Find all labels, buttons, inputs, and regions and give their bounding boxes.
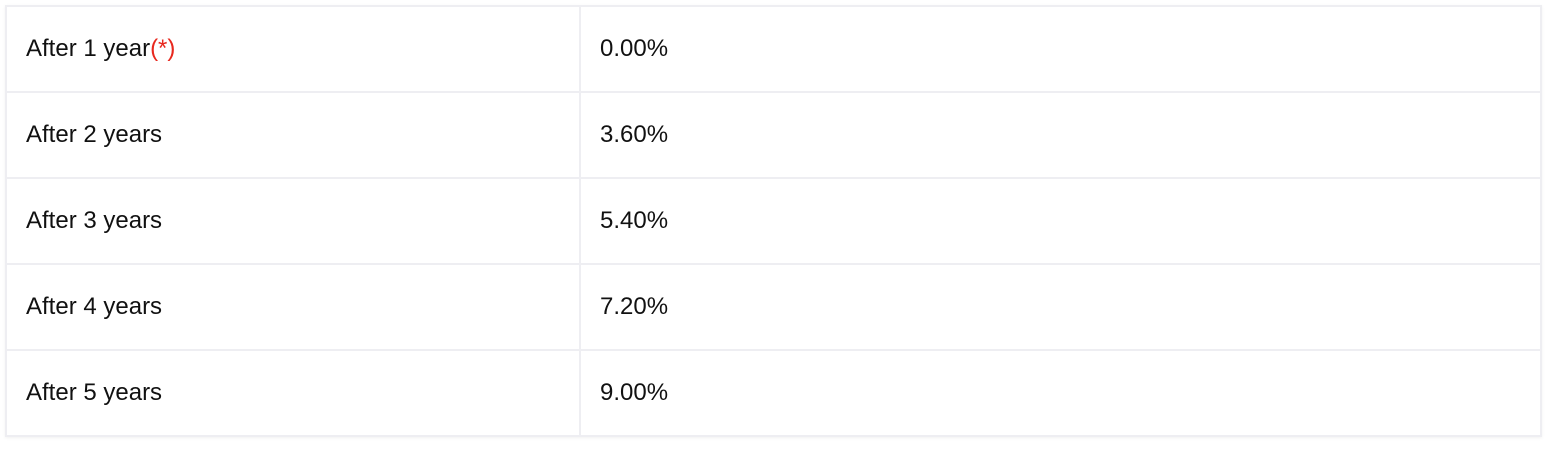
rate-cell: 0.00% — [579, 5, 1542, 93]
table-row: After 4 years 7.20% — [5, 263, 1542, 351]
rate-table: After 1 year(*) 0.00% After 2 years 3.60… — [5, 5, 1542, 437]
rate-cell: 9.00% — [579, 349, 1542, 437]
period-cell: After 1 year(*) — [5, 5, 581, 93]
rate-cell: 3.60% — [579, 91, 1542, 179]
rate-cell: 7.20% — [579, 263, 1542, 351]
table-row: After 1 year(*) 0.00% — [5, 5, 1542, 93]
period-cell: After 4 years — [5, 263, 581, 351]
rate-cell: 5.40% — [579, 177, 1542, 265]
period-cell: After 2 years — [5, 91, 581, 179]
period-label: After 1 year — [26, 35, 151, 62]
period-cell: After 5 years — [5, 349, 581, 437]
table-row: After 2 years 3.60% — [5, 91, 1542, 179]
period-cell: After 3 years — [5, 177, 581, 265]
table-row: After 5 years 9.00% — [5, 349, 1542, 437]
table-row: After 3 years 5.40% — [5, 177, 1542, 265]
footnote-marker: (*) — [150, 35, 176, 62]
